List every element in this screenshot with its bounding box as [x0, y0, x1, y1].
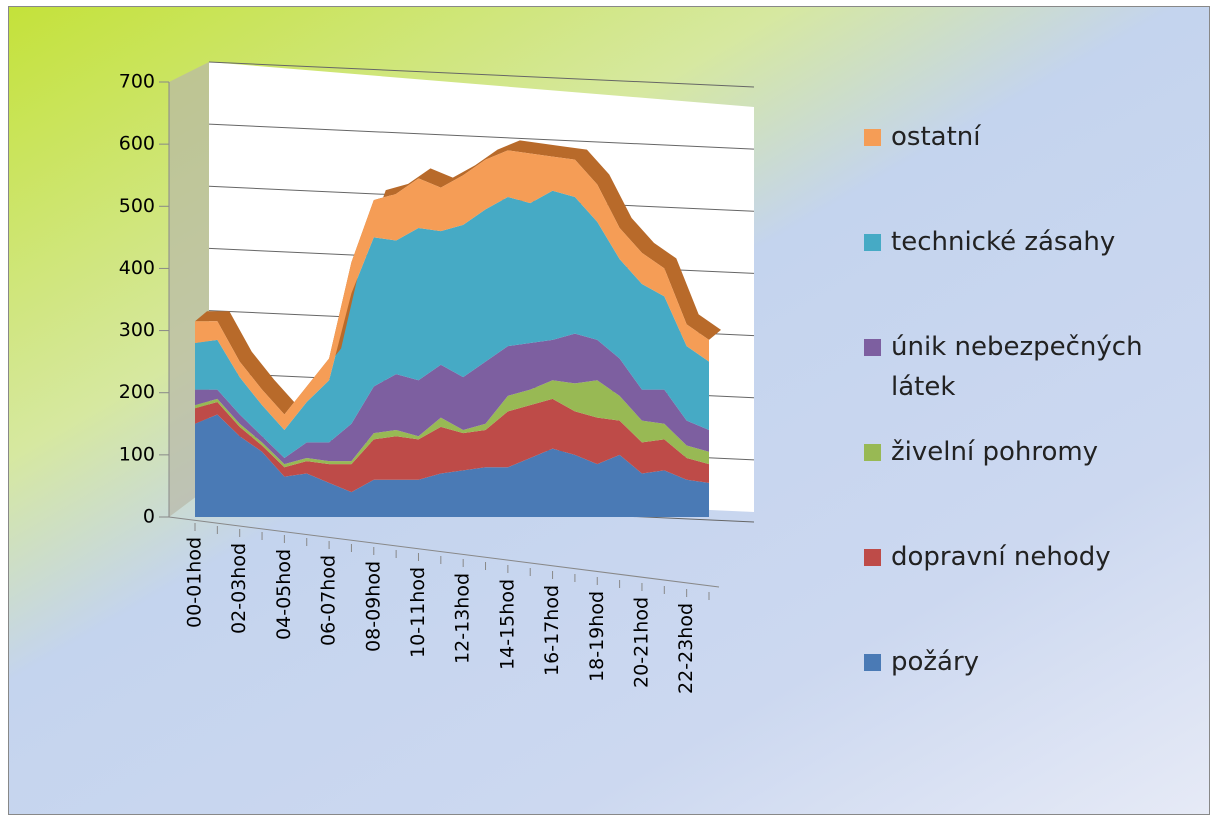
legend-swatch	[864, 129, 881, 146]
x-tick-label: 16-17hod	[541, 585, 563, 676]
legend-label: živelní pohromy	[891, 437, 1099, 467]
y-tick-label: 500	[119, 195, 155, 217]
legend-item: únik nebezpečných látek	[864, 327, 1204, 432]
x-tick-label: 02-03hod	[228, 543, 250, 634]
legend-swatch	[864, 549, 881, 566]
x-tick-label: 22-23hod	[675, 603, 697, 694]
legend-label: technické zásahy	[891, 227, 1116, 257]
x-tick-label: 20-21hod	[630, 597, 652, 688]
legend-label: ostatní	[891, 122, 981, 152]
x-tick-label: 00-01hod	[184, 537, 206, 628]
x-tick-label: 10-11hod	[407, 567, 429, 658]
area	[195, 190, 709, 458]
legend-item: živelní pohromy	[864, 432, 1204, 537]
legend-label: dopravní nehody	[891, 542, 1111, 572]
y-tick-label: 0	[143, 506, 155, 528]
chart: 0 100 200 300 400 500 600 700 00-01hod 02-03hod 04…	[119, 61, 755, 694]
area	[195, 333, 709, 465]
y-tick-label: 200	[119, 381, 155, 403]
legend: ostatní technické zásahy únik nebezpečných…	[864, 117, 1204, 747]
area	[195, 150, 709, 430]
x-tick-label: 04-05hod	[273, 549, 295, 640]
grid-line	[208, 123, 755, 150]
legend-swatch	[864, 339, 881, 356]
legend-swatch	[864, 444, 881, 461]
legend-label: požáry	[891, 647, 980, 677]
grid-line	[208, 61, 755, 88]
x-tick-label: 06-07hod	[318, 555, 340, 646]
x-axis	[168, 516, 720, 588]
y-tick-label: 300	[119, 319, 155, 341]
legend-label: únik nebezpečných látek	[891, 332, 1143, 402]
y-tick-label: 100	[119, 443, 155, 465]
x-tick-label: 18-19hod	[586, 591, 608, 682]
area	[195, 398, 709, 493]
legend-item: ostatní	[864, 117, 1204, 222]
legend-swatch	[864, 234, 881, 251]
y-tick-label: 400	[119, 257, 155, 279]
x-tick-label: 08-09hod	[362, 561, 384, 652]
chart-frame: 0 100 200 300 400 500 600 700 00-01hod 02-03hod 04…	[8, 6, 1210, 815]
legend-item: technické zásahy	[864, 222, 1204, 327]
x-tick-label: 14-15hod	[496, 579, 518, 670]
y-tick-label: 600	[119, 133, 155, 155]
x-tick-label: 12-13hod	[452, 573, 474, 664]
legend-item: požáry	[864, 642, 1204, 747]
y-tick-label: 700	[119, 71, 155, 93]
legend-item: dopravní nehody	[864, 537, 1204, 642]
area	[195, 380, 709, 468]
legend-swatch	[864, 654, 881, 671]
area	[195, 414, 709, 517]
